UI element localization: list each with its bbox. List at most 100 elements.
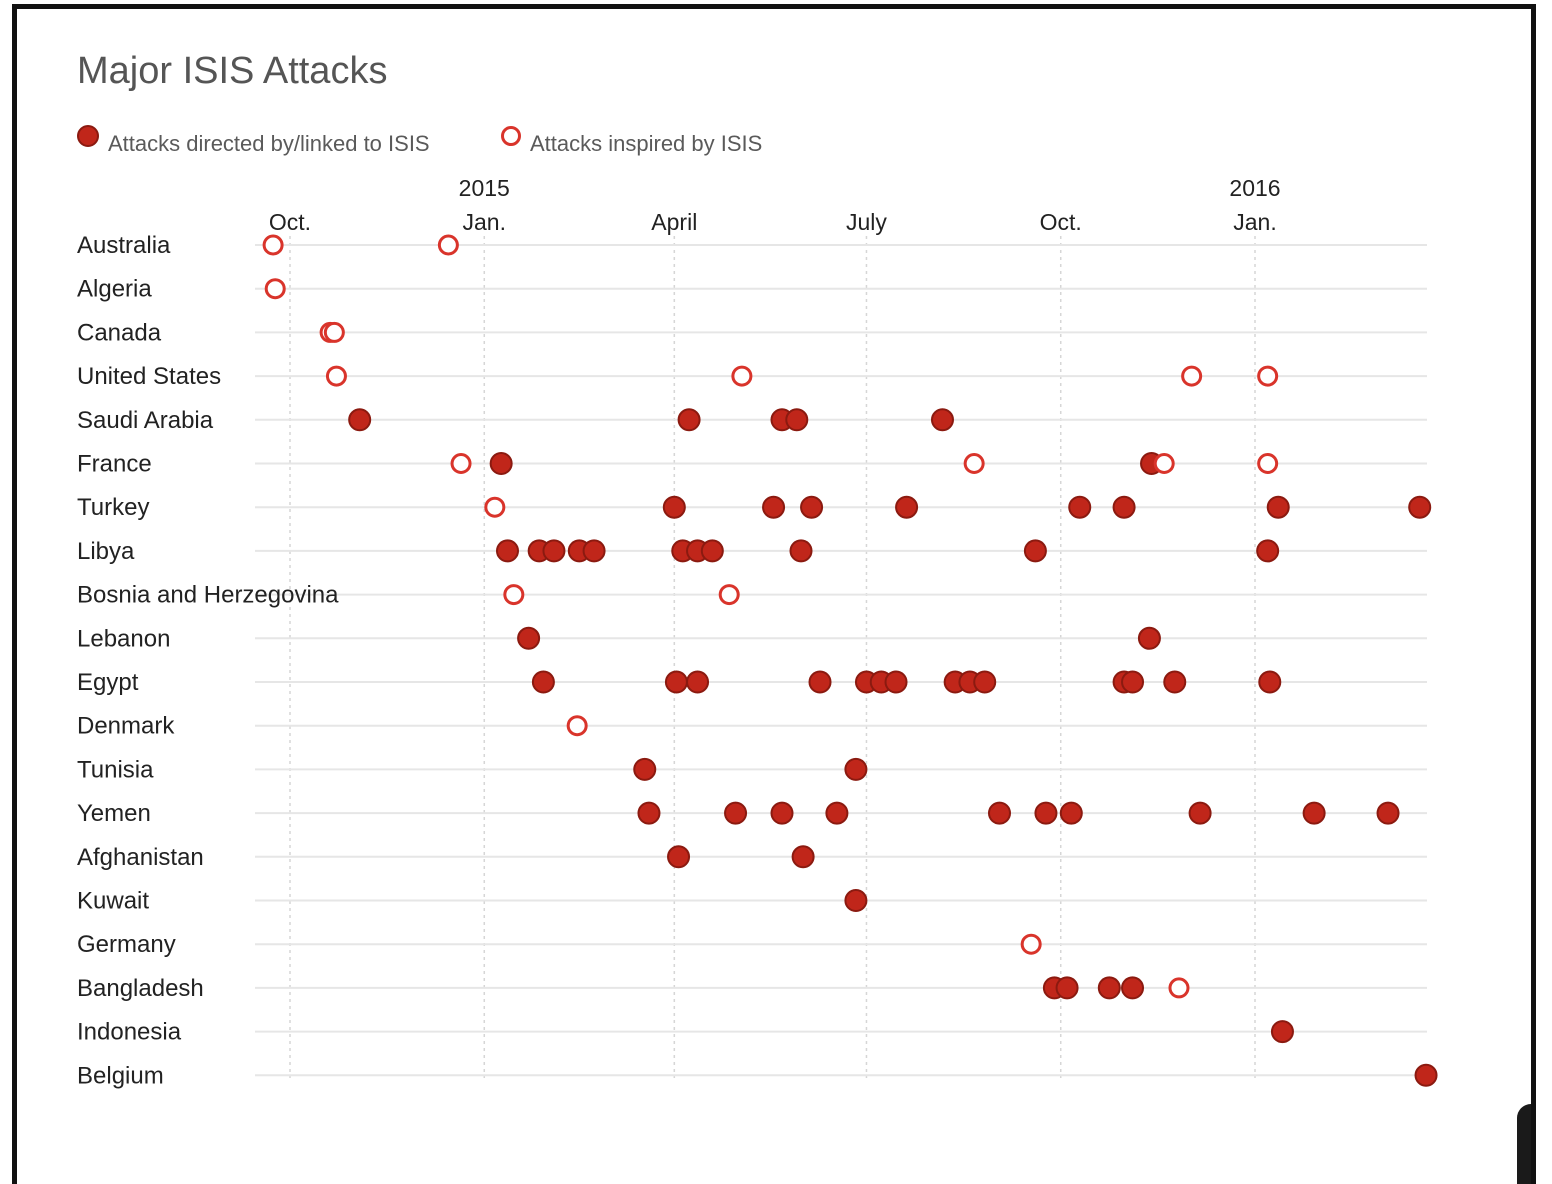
legend: Attacks directed by/linked to ISIS Attac… <box>77 125 762 156</box>
country-label: Germany <box>77 931 176 958</box>
attack-directed-dot <box>495 539 519 563</box>
country-label: Turkey <box>77 494 149 521</box>
attack-inspired-dot <box>450 453 472 474</box>
attack-directed-dot <box>667 845 691 869</box>
attack-directed-dot <box>662 495 686 519</box>
country-label: Canada <box>77 319 162 346</box>
attack-directed-dot <box>637 801 661 825</box>
attack-directed-dot <box>700 539 724 563</box>
country-label: Australia <box>77 232 171 259</box>
country-label: Tunisia <box>77 756 154 783</box>
attack-directed-dot <box>517 626 541 650</box>
attack-directed-dot <box>664 670 688 694</box>
attack-directed-dot <box>1112 495 1136 519</box>
country-label: Algeria <box>77 276 152 303</box>
attack-directed-dot <box>1059 801 1083 825</box>
attack-directed-dot <box>973 670 997 694</box>
attack-directed-dot <box>884 670 908 694</box>
legend-directed-label: Attacks directed by/linked to ISIS <box>108 131 430 156</box>
attack-directed-dot <box>1034 801 1058 825</box>
attack-inspired-dot <box>323 321 345 343</box>
country-label: Belgium <box>77 1062 164 1089</box>
attack-directed-dot <box>677 408 701 432</box>
attack-directed-dot <box>724 801 748 825</box>
country-label: Egypt <box>77 669 139 696</box>
chart-title: Major ISIS Attacks <box>77 50 387 92</box>
attack-directed-dot <box>1068 495 1092 519</box>
attack-directed-dot <box>1137 626 1161 650</box>
x-axis: Oct. Jan. April July Oct. Jan. 2015 2016 <box>269 175 1281 1078</box>
attack-inspired-dot <box>437 234 459 256</box>
attack-directed-dot <box>1023 539 1047 563</box>
attack-inspired-dot <box>1257 453 1279 474</box>
attack-directed-dot <box>1266 495 1290 519</box>
month-tick-label: Jan. <box>463 209 506 235</box>
attack-markers <box>262 234 1438 1087</box>
attack-directed-dot <box>770 801 794 825</box>
month-tick-label: Jan. <box>1233 209 1276 235</box>
attack-inspired-dot <box>1168 977 1190 999</box>
country-label: Lebanon <box>77 625 170 652</box>
attack-inspired-dot <box>484 496 506 518</box>
attack-directed-dot <box>762 495 786 519</box>
attack-inspired-dot <box>1153 453 1175 474</box>
attack-directed-dot <box>789 539 813 563</box>
attack-directed-dot <box>1188 801 1212 825</box>
attack-directed-dot <box>895 495 919 519</box>
attack-inspired-dot <box>262 234 284 256</box>
country-rows: Australia Algeria Canada United States Saudi… <box>77 232 1427 1089</box>
attack-inspired-dot <box>1181 365 1203 387</box>
month-tick-label: Oct. <box>1040 209 1082 235</box>
attack-directed-dot <box>1097 976 1121 1000</box>
attack-directed-dot <box>844 757 868 781</box>
attack-inspired-dot <box>963 453 985 474</box>
attack-directed-dot <box>844 889 868 912</box>
attack-directed-dot <box>1256 539 1280 563</box>
country-label: Saudi Arabia <box>77 407 214 434</box>
country-label: Bosnia and Herzegovina <box>77 582 339 609</box>
attack-directed-dot <box>791 845 815 869</box>
country-label: Afghanistan <box>77 844 204 871</box>
legend-inspired-label: Attacks inspired by ISIS <box>530 131 762 156</box>
country-label: United States <box>77 363 221 390</box>
attack-directed-dot <box>1258 670 1282 694</box>
attack-directed-dot <box>785 408 809 432</box>
attack-directed-dot <box>1270 1020 1294 1044</box>
country-label: Denmark <box>77 713 175 740</box>
attack-directed-dot <box>800 495 824 519</box>
attack-directed-dot <box>348 408 372 432</box>
attack-directed-dot <box>686 670 710 694</box>
corner-shadow <box>1517 1104 1531 1184</box>
attack-directed-dot <box>1121 976 1145 1000</box>
attack-inspired-dot <box>503 584 525 606</box>
attack-inspired-dot <box>264 278 286 300</box>
attack-directed-dot <box>582 539 606 563</box>
attack-directed-dot <box>1376 801 1400 825</box>
attack-inspired-dot <box>1257 365 1279 387</box>
legend-directed-marker <box>77 125 99 147</box>
attack-directed-dot <box>489 452 513 475</box>
attack-directed-dot <box>987 801 1011 825</box>
attack-directed-dot <box>1302 801 1326 825</box>
attack-directed-dot <box>1408 495 1432 519</box>
country-label: Libya <box>77 538 135 565</box>
country-label: Indonesia <box>77 1019 182 1046</box>
attack-inspired-dot <box>1020 933 1042 955</box>
attack-inspired-dot <box>731 365 753 387</box>
attack-directed-dot <box>1055 976 1079 1000</box>
attack-directed-dot <box>542 539 566 563</box>
attack-directed-dot <box>808 670 832 694</box>
country-label: Bangladesh <box>77 975 204 1002</box>
country-label: Yemen <box>77 800 151 827</box>
attack-directed-dot <box>633 757 657 781</box>
attack-directed-dot <box>531 670 555 694</box>
year-label: 2015 <box>459 175 510 201</box>
attack-directed-dot <box>825 801 849 825</box>
country-label: France <box>77 451 152 478</box>
month-tick-label: July <box>846 209 887 235</box>
legend-inspired-marker <box>501 126 521 146</box>
month-tick-label: April <box>651 209 697 235</box>
attack-directed-dot <box>1414 1063 1438 1087</box>
attack-directed-dot <box>930 408 954 432</box>
